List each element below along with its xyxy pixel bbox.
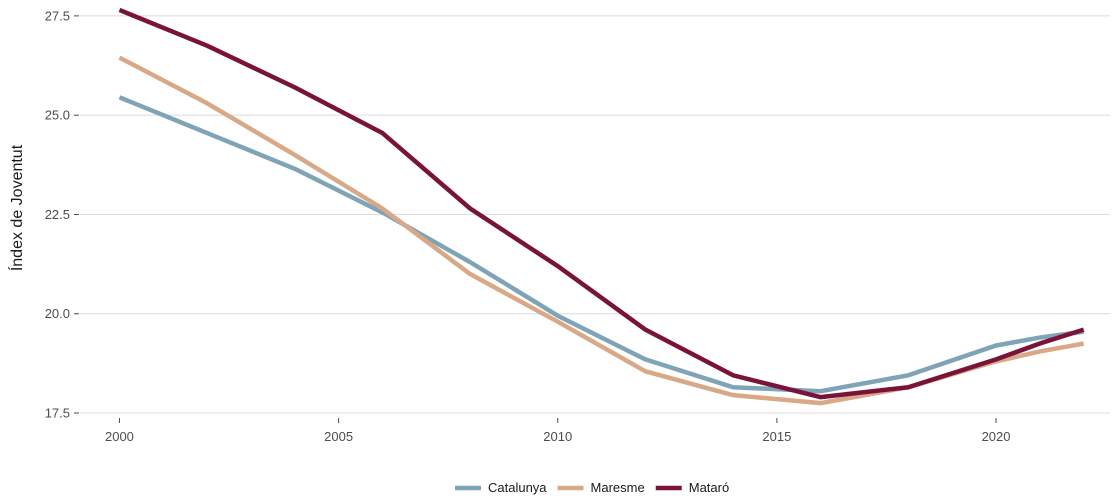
y-tick-label-0: 17.5 xyxy=(45,406,70,421)
gridlines xyxy=(80,15,1110,414)
legend-label-matar-: Mataró xyxy=(689,480,729,495)
series-line-maresme xyxy=(118,55,1085,406)
y-axis-ticks: 17.5 20.0 22.5 25.0 27.5 xyxy=(45,8,79,421)
y-axis-title: Índex de Joventut xyxy=(7,144,26,271)
y-tick-label-3: 25.0 xyxy=(45,108,70,123)
series-line-catalunya xyxy=(118,95,1085,394)
x-axis-ticks: 2000 2005 2010 2015 2020 xyxy=(105,418,1011,444)
legend-label-catalunya: Catalunya xyxy=(488,480,547,495)
y-tick-label-4: 27.5 xyxy=(45,8,70,23)
x-tick-label-2: 2010 xyxy=(543,429,572,444)
x-tick-label-0: 2000 xyxy=(105,429,134,444)
series-lines xyxy=(118,7,1085,406)
x-tick-label-3: 2015 xyxy=(762,429,791,444)
y-tick-label-1: 20.0 xyxy=(45,306,70,321)
y-tick-label-2: 22.5 xyxy=(45,207,70,222)
x-tick-label-4: 2020 xyxy=(982,429,1011,444)
x-tick-label-1: 2005 xyxy=(324,429,353,444)
series-line-matar- xyxy=(118,7,1085,400)
legend: Catalunya Maresme Mataró xyxy=(455,480,729,495)
legend-label-maresme: Maresme xyxy=(591,480,645,495)
